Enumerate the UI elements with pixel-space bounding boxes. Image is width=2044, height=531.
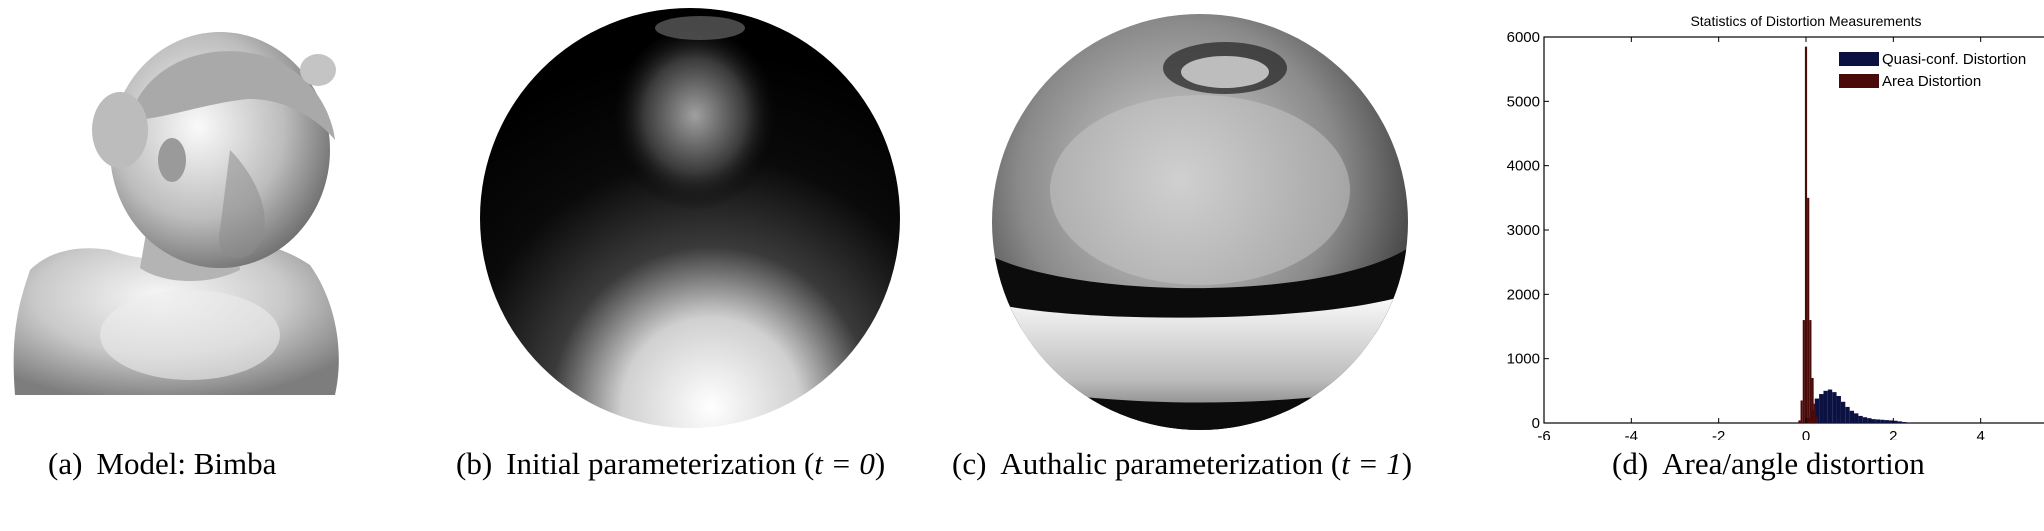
caption-b-label: (b) (456, 446, 493, 481)
caption-a: (a) Model: Bimba (48, 446, 276, 482)
histogram-bar (1871, 419, 1876, 423)
initial-sphere-image (480, 8, 900, 428)
x-tick-label: -4 (1625, 428, 1638, 440)
y-tick-label: 4000 (1507, 158, 1540, 175)
y-tick-label: 6000 (1507, 29, 1540, 46)
panel-bimba-model (0, 0, 430, 440)
y-tick-label: 2000 (1507, 286, 1540, 303)
panel-authalic-parameterization (980, 0, 1420, 440)
histogram-bar (1836, 395, 1841, 423)
histogram-bar (1804, 46, 1808, 424)
chart-title: Statistics of Distortion Measurements (1690, 13, 1921, 29)
histogram-bar (1813, 403, 1816, 423)
histogram-bar (1815, 416, 1819, 423)
histogram-bar (1875, 419, 1881, 423)
caption-d: (d) Area/angle distortion (1612, 446, 1925, 482)
legend-swatch-area (1839, 74, 1879, 88)
histogram-bar (1906, 422, 1911, 423)
histogram-bar (1884, 420, 1889, 423)
x-tick-label: 2 (1889, 428, 1897, 440)
caption-a-label: (a) (48, 446, 83, 481)
histogram-bar (1827, 389, 1833, 423)
histogram-bar (1800, 400, 1803, 423)
caption-d-label: (d) (1612, 446, 1649, 481)
caption-c-math: t = 1 (1341, 446, 1402, 481)
histogram-bar (1862, 417, 1868, 423)
chart-legend: Quasi-conf. Distortion Area Distortion (1833, 49, 2033, 95)
panel-distortion-histogram: Statistics of Distortion Measurements -6… (1500, 0, 2044, 440)
legend-label-area: Area Distortion (1882, 73, 1981, 90)
histogram-bar (1893, 420, 1898, 423)
histogram-bar (1807, 197, 1810, 423)
histogram-bar (1880, 419, 1885, 423)
histogram-bar (1845, 406, 1850, 423)
caption-a-text: Model: Bimba (96, 446, 277, 481)
histogram-bar (1840, 401, 1846, 423)
histogram-bar (1814, 398, 1820, 423)
authalic-sphere-image (992, 14, 1408, 430)
histogram-bar (1809, 320, 1812, 423)
histogram-bar (1897, 421, 1903, 423)
panel-initial-parameterization (470, 0, 910, 440)
histogram-bar (1902, 422, 1907, 423)
caption-c: (c) Authalic parameterization (t = 1) (952, 446, 1412, 482)
legend-label-quasi: Quasi-conf. Distortion (1882, 51, 2026, 68)
histogram-bar (1832, 392, 1837, 423)
histogram-bar (1854, 413, 1859, 423)
caption-b-text: Initial parameterization ( (506, 446, 815, 481)
x-tick-label: 0 (1802, 428, 1810, 440)
x-tick-label: 4 (1976, 428, 1984, 440)
legend-swatch-quasi (1839, 52, 1879, 66)
histogram-bar (1888, 420, 1894, 423)
caption-c-label: (c) (952, 446, 987, 481)
distortion-histogram-chart: Statistics of Distortion Measurements -6… (1507, 13, 2044, 440)
histogram-bar (1823, 390, 1828, 423)
y-tick-label: 5000 (1507, 93, 1540, 110)
caption-b: (b) Initial parameterization (t = 0) (456, 446, 885, 482)
histogram-bar (1819, 394, 1824, 423)
histogram-bar (1802, 320, 1805, 423)
x-tick-label: -6 (1537, 428, 1550, 440)
caption-c-close: ) (1401, 446, 1413, 481)
y-tick-label: 3000 (1507, 222, 1540, 239)
caption-d-text: Area/angle distortion (1662, 446, 1925, 481)
y-tick-label: 1000 (1507, 351, 1540, 368)
x-tick-label: -2 (1712, 428, 1725, 440)
y-tick-label: 0 (1532, 415, 1540, 432)
caption-b-close: ) (874, 446, 886, 481)
histogram-bar (1811, 377, 1814, 423)
histogram-bar (1798, 420, 1801, 423)
bimba-bust-image (13, 32, 339, 395)
histogram-bar (1858, 415, 1863, 423)
histogram-bar (1849, 410, 1855, 423)
caption-c-text: Authalic parameterization ( (1000, 446, 1342, 481)
histogram-bar (1867, 418, 1872, 423)
caption-b-math: t = 0 (814, 446, 875, 481)
